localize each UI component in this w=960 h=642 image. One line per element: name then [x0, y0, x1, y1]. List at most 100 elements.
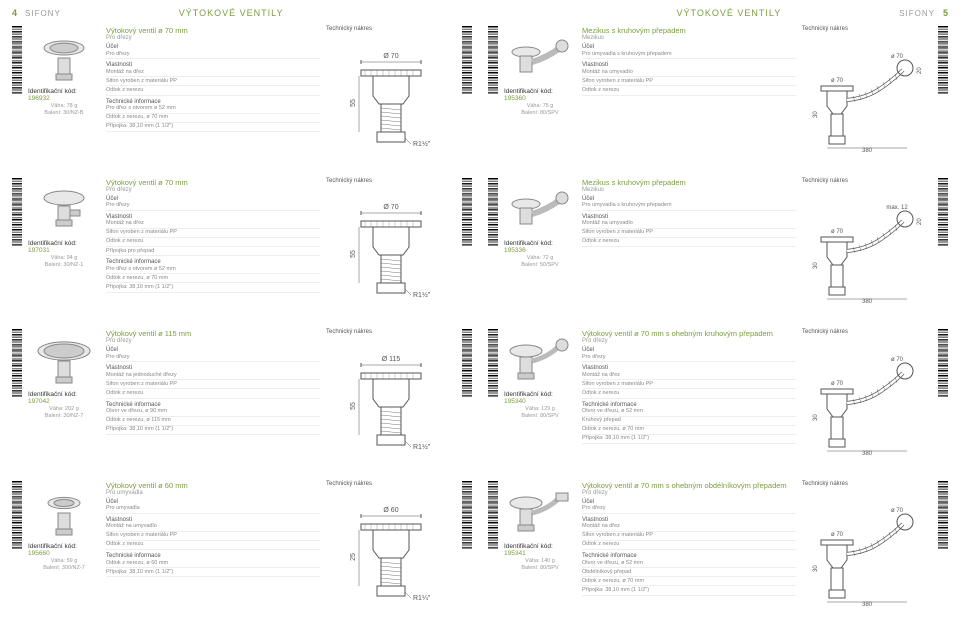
- product-title: Výtokový ventil ø 70 mm s ohebným obdéln…: [582, 481, 796, 490]
- product-subtitle: Pro dřezy: [106, 35, 320, 41]
- page-number-right: 5: [943, 8, 948, 18]
- product-cell: Identifikační kód: 197042 Váha: 202 g Ba…: [12, 329, 472, 475]
- property-line: Odtok z nerezu: [106, 238, 320, 247]
- svg-text:ø 70: ø 70: [831, 78, 844, 84]
- product-thumb-col: Identifikační kód: 197042 Váha: 202 g Ba…: [28, 329, 100, 475]
- purpose-value: Pro umyvadla s kruhovým přepadem: [582, 50, 796, 59]
- product-thumbnail: [28, 481, 100, 541]
- svg-text:30: 30: [813, 565, 819, 572]
- id-line: Identifikační kód: 197031: [28, 240, 100, 254]
- svg-text:ø 70: ø 70: [831, 532, 844, 538]
- product-thumbnail: [504, 329, 576, 389]
- product-title: Výtokový ventil ø 115 mm: [106, 329, 320, 338]
- tech-line: Přípojka: 38,10 mm (1 1/2"): [106, 568, 320, 577]
- pack-line: Balení: 80/SPV: [521, 413, 558, 419]
- id-label: Identifikační kód:: [28, 240, 77, 247]
- weight-line: Váha: 202 g: [49, 406, 79, 412]
- purpose-value: Pro dřezy: [106, 202, 320, 211]
- id-line: Identifikační kód: 195360: [504, 88, 576, 102]
- svg-text:Ø 70: Ø 70: [383, 204, 398, 211]
- technical-drawing-col: Technický nákres Ø 70 55 R1½": [326, 178, 456, 324]
- tech-line: Kruhový přepad: [582, 417, 796, 426]
- tech-line: Přípojka: 38,10 mm (1 1/2"): [582, 435, 796, 444]
- product-subtitle: Mezikus: [582, 187, 796, 193]
- tech-line: Odtok z nerezu, ø 70 mm: [582, 426, 796, 435]
- pack-line: Balení: 30/NZ-7: [45, 413, 84, 419]
- barcode-icon: [938, 329, 948, 399]
- drawing-label: Technický nákres: [326, 329, 456, 335]
- property-line: Montáž na umyvadlo: [582, 68, 796, 77]
- breadcrumb-left: SIFONY: [25, 9, 61, 18]
- pack-line: Balení: 50/SPV: [521, 262, 558, 268]
- property-line: Sifon vyroben z materiálu PP: [106, 229, 320, 238]
- product-title: Výtokový ventil ø 60 mm: [106, 481, 320, 490]
- property-line: Sifon vyroben z materiálu PP: [582, 532, 796, 541]
- drawing-label: Technický nákres: [326, 481, 456, 487]
- technical-drawing-col: Technický nákres Ø 115 55 R1½": [326, 329, 456, 475]
- id-label: Identifikační kód:: [28, 88, 77, 95]
- svg-text:R1½": R1½": [413, 443, 431, 451]
- property-line: Odtok z nerezu: [106, 389, 320, 398]
- product-description: Výtokový ventil ø 70 mm Pro dřezy Účel P…: [106, 26, 320, 172]
- svg-text:R1½": R1½": [413, 291, 431, 299]
- property-line: Sifon vyroben z materiálu PP: [582, 380, 796, 389]
- drawing-label: Technický nákres: [802, 26, 932, 32]
- property-line: Montáž na jednoduché dřezy: [106, 371, 320, 380]
- product-thumbnail: [504, 481, 576, 541]
- page-number-left: 4: [12, 8, 17, 18]
- id-line: Identifikační kód: 197042: [28, 391, 100, 405]
- product-description: Mezikus s kruhovým přepadem Mezikus Účel…: [582, 178, 796, 324]
- id-code: 195340: [504, 398, 526, 405]
- product-description: Výtokový ventil ø 60 mm Pro umyvadla Úče…: [106, 481, 320, 627]
- id-code: 195341: [504, 550, 526, 557]
- product-description: Výtokový ventil ø 70 mm s ohebným kruhov…: [582, 329, 796, 475]
- product-subtitle: Pro dřezy: [106, 338, 320, 344]
- id-code: 195360: [504, 95, 526, 102]
- property-line: Odtok z nerezu: [106, 86, 320, 95]
- product-cell: Identifikační kód: 196932 Váha: 78 g Bal…: [12, 26, 472, 172]
- barcode-icon: [12, 329, 22, 399]
- id-label: Identifikační kód:: [504, 240, 553, 247]
- drawing-label: Technický nákres: [326, 178, 456, 184]
- barcode-icon: [938, 178, 948, 248]
- product-subtitle: Pro dřezy: [582, 338, 796, 344]
- tech-line: Odtok z nerezu, ø 70 mm: [582, 577, 796, 586]
- product-thumb-col: Identifikační kód: 195360 Váha: 75 g Bal…: [504, 26, 576, 172]
- product-grid: Identifikační kód: 196932 Váha: 78 g Bal…: [12, 26, 948, 626]
- property-line: Montáž na dřez: [582, 523, 796, 532]
- property-line: Odtok z nerezu: [582, 389, 796, 398]
- product-title: Výtokový ventil ø 70 mm: [106, 26, 320, 35]
- barcode-icon: [462, 26, 472, 96]
- technical-drawing-col: Technický nákres ø 70 ø 70 30 380: [802, 329, 932, 475]
- tech-line: Otvor ve dřezu, ø 90 mm: [106, 408, 320, 417]
- svg-text:ø 70: ø 70: [891, 54, 904, 60]
- product-title: Mezikus s kruhovým přepadem: [582, 178, 796, 187]
- svg-text:R1¼": R1¼": [413, 595, 431, 602]
- product-subtitle: Pro dřezy: [106, 187, 320, 193]
- product-cell: Identifikační kód: 195660 Váha: 59 g Bal…: [12, 481, 472, 627]
- technical-drawing-col: Technický nákres Ø 60 25 R1¼": [326, 481, 456, 627]
- property-line: Odtok z nerezu: [582, 238, 796, 247]
- pack-line: Balení: 30/NZ-B: [44, 110, 83, 116]
- id-label: Identifikační kód:: [28, 543, 77, 550]
- purpose-value: Pro dřezy: [106, 353, 320, 362]
- barcode-icon: [938, 26, 948, 96]
- purpose-value: Pro dřezy: [582, 505, 796, 514]
- technical-drawing-col: Technický nákres ø 70 ø 70 20 30 380: [802, 26, 932, 172]
- barcode-icon: [938, 481, 948, 551]
- tech-line: Otvor ve dřezu, ø 52 mm: [582, 408, 796, 417]
- product-thumbnail: [28, 26, 100, 86]
- tech-line: Obdélníkový přepad: [582, 568, 796, 577]
- weight-line: Váha: 140 g: [525, 558, 555, 564]
- product-cell: Identifikační kód: 195336 Váha: 72 g Bal…: [488, 178, 948, 324]
- purpose-value: Pro umyvadla s kruhovým přepadem: [582, 202, 796, 211]
- technical-drawing-col: Technický nákres ø 70 ø 70 30 380: [802, 481, 932, 627]
- product-description: Výtokový ventil ø 70 mm Pro dřezy Účel P…: [106, 178, 320, 324]
- product-thumb-col: Identifikační kód: 197031 Váha: 94 g Bal…: [28, 178, 100, 324]
- svg-text:55: 55: [350, 402, 357, 410]
- barcode-icon: [462, 481, 472, 551]
- tech-line: Odtok z nerezu, ø 60 mm: [106, 559, 320, 568]
- weight-line: Váha: 78 g: [51, 103, 78, 109]
- property-line: Sifon vyroben z materiálu PP: [106, 532, 320, 541]
- weight-line: Váha: 94 g: [51, 255, 78, 261]
